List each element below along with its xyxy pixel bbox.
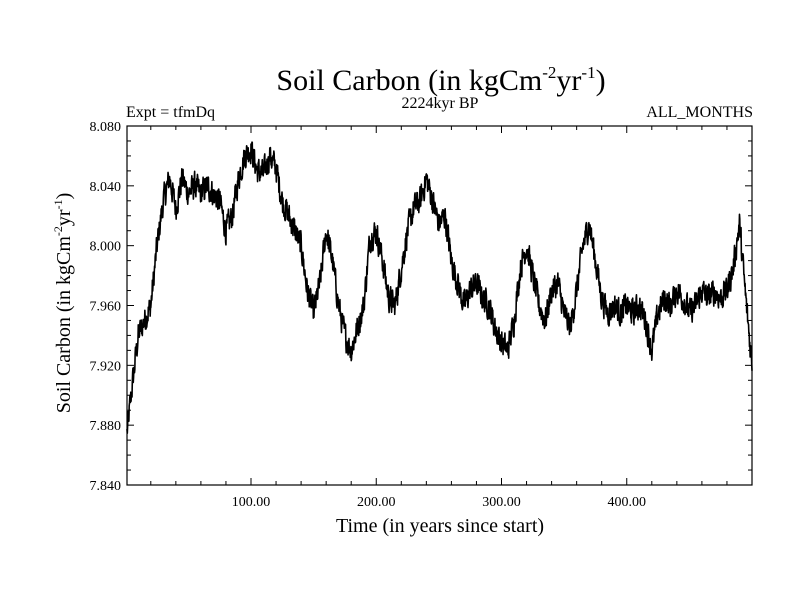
x-tick-label: 200.00	[357, 495, 396, 510]
experiment-label: Expt = tfmDq	[126, 104, 215, 121]
series-line	[126, 141, 753, 435]
y-tick-label: 7.840	[90, 479, 122, 494]
y-tick-label: 7.880	[90, 419, 122, 434]
y-tick-label: 8.000	[90, 240, 122, 255]
months-label: ALL_MONTHS	[646, 104, 753, 121]
x-tick-label: 300.00	[482, 495, 521, 510]
series-layer	[126, 141, 753, 435]
x-axis-label: Time (in years since start)	[336, 515, 544, 537]
chart-title: Soil Carbon (in kgCm-2yr-1)	[276, 63, 605, 97]
y-tick-label: 7.960	[90, 300, 122, 315]
y-tick-label: 7.920	[90, 359, 122, 374]
tick-layer: 7.840 7.880 7.920 7.960 8.000 8.040 8.080 100.0…	[90, 120, 752, 510]
chart-subtitle: 2224kyr BP	[402, 95, 479, 112]
y-tick-label: 8.080	[90, 120, 122, 135]
x-tick-label: 400.00	[607, 495, 646, 510]
plot-frame	[126, 125, 753, 486]
y-axis-label: Soil Carbon (in kgCm-2yr-1)	[51, 193, 75, 414]
y-tick-label: 8.040	[90, 180, 122, 195]
x-tick-label: 100.00	[232, 495, 271, 510]
